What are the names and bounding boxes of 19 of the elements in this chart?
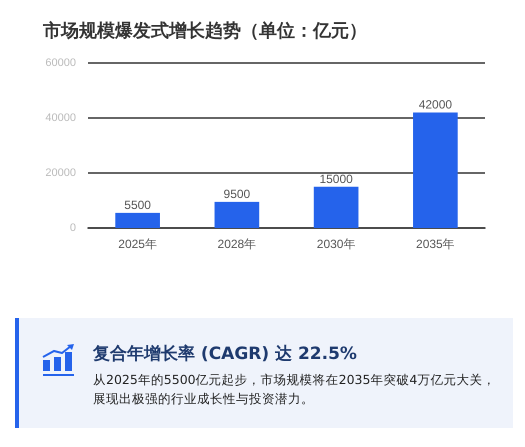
bar <box>214 202 260 228</box>
bar <box>314 186 358 228</box>
data-label: 42000 <box>418 98 452 112</box>
x-tick-label: 2035年 <box>416 237 455 251</box>
y-tick-label: 20000 <box>45 167 76 179</box>
y-tick-label: 40000 <box>45 112 76 124</box>
text: 从2025年的5500亿元起步，市场规模将在2035年突破4万亿元大关，展现出极强的行业成长性与投资潜力。 <box>93 371 496 408</box>
data-label: 5500 <box>124 198 152 212</box>
x-tick-label: 2028年 <box>218 237 256 251</box>
x-tick-label: 2030年 <box>316 237 356 251</box>
data-label: 15000 <box>319 172 354 186</box>
text: 复合年增长率 (CAGR) 达 22.5% <box>93 343 357 365</box>
chart-title: 市场规模爆发式增长趋势（单位：亿元） <box>42 20 367 42</box>
data-label: 9500 <box>224 186 251 201</box>
x-tick-label: 2025年 <box>118 237 157 251</box>
y-tick-label: 60000 <box>45 57 76 69</box>
bar <box>115 212 160 228</box>
y-tick-label: 0 <box>70 222 76 234</box>
bar <box>413 112 458 228</box>
